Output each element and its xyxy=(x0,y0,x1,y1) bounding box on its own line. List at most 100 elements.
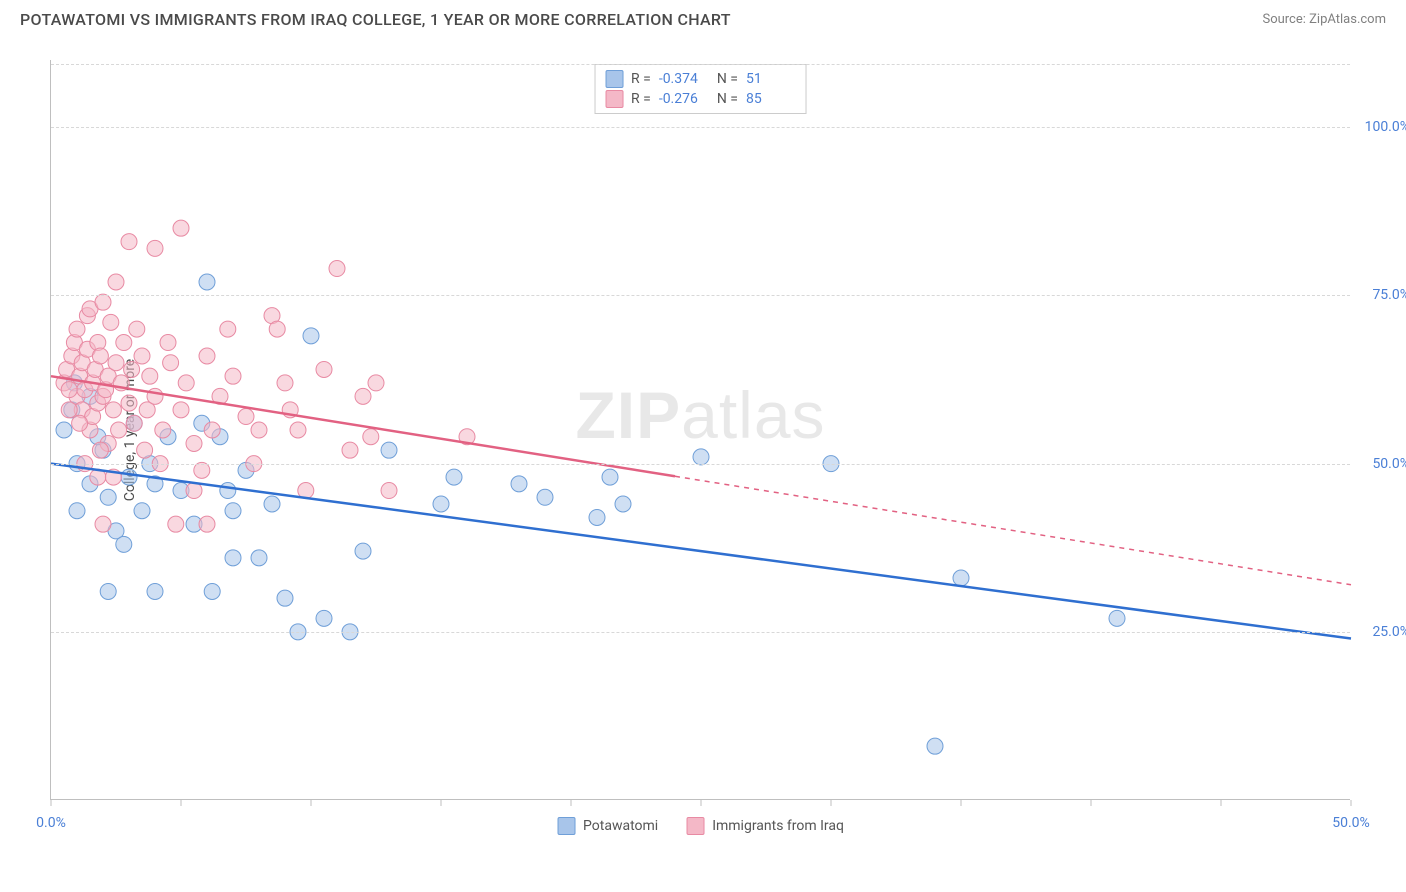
regression-line xyxy=(51,464,1351,639)
data-point xyxy=(129,321,145,337)
data-point xyxy=(511,476,527,492)
data-point xyxy=(186,435,202,451)
data-point xyxy=(61,382,77,398)
data-point xyxy=(363,429,379,445)
data-point xyxy=(355,543,371,559)
data-point xyxy=(105,402,121,418)
legend-label: Potawatomi xyxy=(583,818,658,834)
data-point xyxy=(953,570,969,586)
y-tick-label: 25.0% xyxy=(1372,624,1406,640)
data-point xyxy=(303,328,319,344)
x-tick-label: 0.0% xyxy=(36,815,66,831)
swatch-series-1 xyxy=(557,817,575,835)
data-point xyxy=(163,355,179,371)
data-point xyxy=(111,422,127,438)
data-point xyxy=(615,496,631,512)
data-point xyxy=(204,583,220,599)
data-point xyxy=(381,442,397,458)
data-point xyxy=(537,489,553,505)
data-point xyxy=(269,321,285,337)
data-point xyxy=(433,496,449,512)
data-point xyxy=(69,321,85,337)
data-point xyxy=(155,422,171,438)
data-point xyxy=(116,335,132,351)
data-point xyxy=(121,234,137,250)
data-point xyxy=(277,590,293,606)
data-point xyxy=(92,348,108,364)
data-point xyxy=(95,516,111,532)
data-point xyxy=(69,503,85,519)
data-point xyxy=(124,361,140,377)
data-point xyxy=(251,422,267,438)
x-tick-label: 50.0% xyxy=(1332,815,1370,831)
data-point xyxy=(693,449,709,465)
data-point xyxy=(199,516,215,532)
data-point xyxy=(103,314,119,330)
data-point xyxy=(100,489,116,505)
data-point xyxy=(121,395,137,411)
chart-title: POTAWATOMI VS IMMIGRANTS FROM IRAQ COLLE… xyxy=(20,10,731,29)
data-point xyxy=(220,483,236,499)
data-point xyxy=(142,368,158,384)
data-point xyxy=(329,261,345,277)
data-point xyxy=(173,402,189,418)
data-point xyxy=(134,348,150,364)
data-point xyxy=(238,409,254,425)
data-point xyxy=(264,496,280,512)
data-point xyxy=(186,483,202,499)
series-legend: Potawatomi Immigrants from Iraq xyxy=(557,817,844,835)
data-point xyxy=(290,422,306,438)
data-point xyxy=(108,355,124,371)
legend-label: Immigrants from Iraq xyxy=(712,818,844,834)
legend-item: Potawatomi xyxy=(557,817,658,835)
data-point xyxy=(134,503,150,519)
data-point xyxy=(72,415,88,431)
data-point xyxy=(316,361,332,377)
data-point xyxy=(160,335,176,351)
legend-item: Immigrants from Iraq xyxy=(686,817,844,835)
chart-svg xyxy=(51,60,1350,799)
data-point xyxy=(108,274,124,290)
data-point xyxy=(61,402,77,418)
data-point xyxy=(316,610,332,626)
data-point xyxy=(225,503,241,519)
data-point xyxy=(381,483,397,499)
data-point xyxy=(225,368,241,384)
data-point xyxy=(137,442,153,458)
data-point xyxy=(602,469,618,485)
data-point xyxy=(225,550,241,566)
data-point xyxy=(342,442,358,458)
data-point xyxy=(277,375,293,391)
data-point xyxy=(173,220,189,236)
source-label: Source: ZipAtlas.com xyxy=(1262,12,1386,27)
data-point xyxy=(589,509,605,525)
swatch-series-2 xyxy=(686,817,704,835)
data-point xyxy=(194,462,210,478)
y-tick-label: 100.0% xyxy=(1365,119,1406,135)
data-point xyxy=(368,375,384,391)
regression-line-extrapolated xyxy=(675,476,1351,584)
data-point xyxy=(220,321,236,337)
data-point xyxy=(121,469,137,485)
data-point xyxy=(178,375,194,391)
y-tick-label: 50.0% xyxy=(1372,456,1406,472)
data-point xyxy=(1109,610,1125,626)
data-point xyxy=(446,469,462,485)
data-point xyxy=(927,738,943,754)
data-point xyxy=(199,348,215,364)
data-point xyxy=(100,583,116,599)
data-point xyxy=(95,294,111,310)
data-point xyxy=(355,388,371,404)
data-point xyxy=(147,583,163,599)
data-point xyxy=(168,516,184,532)
data-point xyxy=(147,240,163,256)
data-point xyxy=(251,550,267,566)
data-point xyxy=(126,415,142,431)
data-point xyxy=(56,422,72,438)
data-point xyxy=(204,422,220,438)
data-point xyxy=(116,536,132,552)
data-point xyxy=(199,274,215,290)
plot-area: College, 1 year or more ZIPatlas R = -0.… xyxy=(50,60,1350,800)
data-point xyxy=(92,442,108,458)
y-tick-label: 75.0% xyxy=(1372,287,1406,303)
